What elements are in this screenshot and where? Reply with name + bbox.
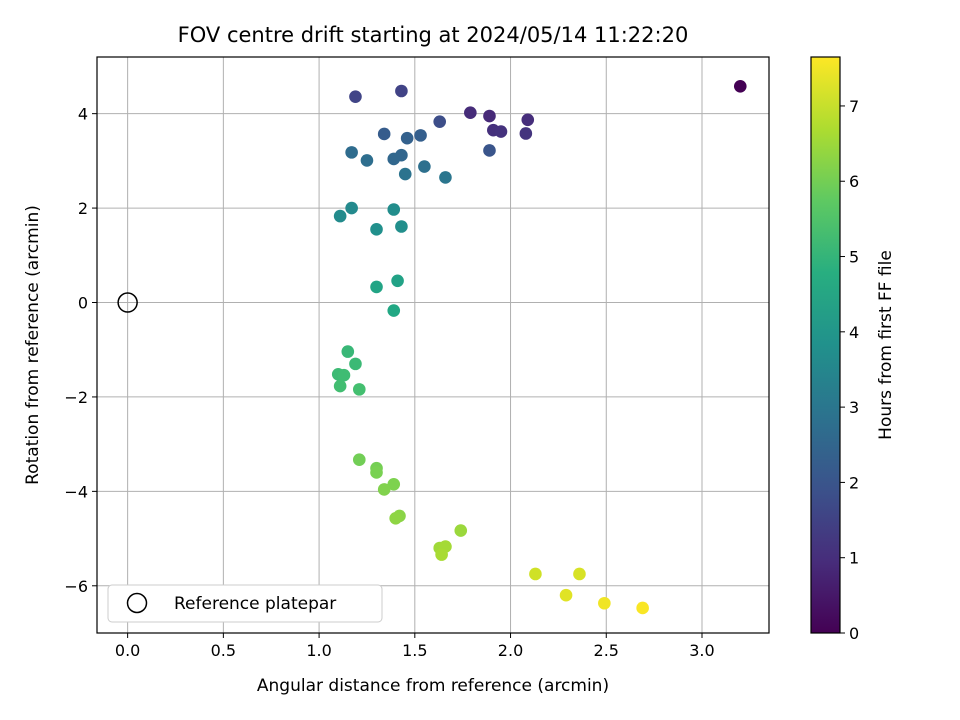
data-point (349, 90, 362, 103)
colorbar: 0 1 2 3 4 5 6 7 Hours from first FF file (810, 56, 896, 643)
data-point (521, 113, 535, 127)
reference-marker-icon (117, 292, 138, 313)
colorbar-gradient (811, 57, 840, 633)
data-point (370, 466, 383, 479)
y-axis-label: Rotation from reference (arcmin) (23, 205, 43, 485)
data-point (395, 84, 408, 98)
data-point (389, 511, 402, 525)
reference-marker-group (117, 292, 138, 313)
data-point (349, 357, 362, 371)
data-point (352, 383, 366, 396)
data-point (519, 127, 533, 140)
data-point (387, 304, 401, 317)
data-point (598, 596, 611, 610)
y-tick-label: −4 (64, 482, 88, 501)
data-point (333, 379, 347, 393)
legend: Reference platepar (107, 584, 383, 623)
x-tick-label: 1.0 (306, 641, 331, 660)
data-point (433, 115, 447, 128)
colorbar-tick-label: 4 (849, 323, 859, 342)
data-point (400, 131, 414, 145)
colorbar-tick-label: 1 (849, 549, 859, 568)
data-point (435, 548, 448, 561)
data-point (333, 209, 347, 223)
legend-label: Reference platepar (174, 594, 336, 614)
x-axis-label: Angular distance from reference (arcmin) (257, 676, 609, 696)
y-tick-label: −2 (64, 388, 88, 407)
chart-title: FOV centre drift starting at 2024/05/14 … (178, 23, 689, 47)
plot-frame (96, 56, 770, 634)
data-point (398, 167, 412, 181)
x-tick-label: 0.5 (211, 641, 236, 660)
x-tick-label: 3.0 (689, 641, 714, 660)
legend-box (107, 584, 383, 623)
data-point (414, 129, 427, 142)
colorbar-frame (810, 56, 841, 634)
data-point (345, 201, 358, 215)
y-tick-label: 2 (78, 199, 88, 218)
data-point (370, 223, 383, 236)
data-point (387, 203, 401, 216)
y-tick-label: −6 (64, 577, 88, 596)
data-point (494, 125, 508, 138)
x-tick-label: 2.5 (594, 641, 619, 660)
data-point (439, 171, 452, 184)
data-point (377, 483, 391, 496)
data-point (352, 453, 366, 467)
legend-marker-icon (126, 592, 148, 614)
data-point (377, 127, 391, 141)
data-point (733, 79, 747, 93)
colorbar-tick-label: 5 (849, 248, 859, 267)
y-tick-label: 0 (78, 294, 88, 313)
data-point (395, 220, 408, 233)
data-point (529, 567, 542, 581)
data-point (454, 524, 468, 537)
data-point (360, 154, 374, 167)
x-tick-label: 0.0 (115, 641, 140, 660)
data-point (418, 160, 431, 173)
colorbar-label: Hours from first FF file (876, 250, 896, 440)
data-point (391, 274, 404, 288)
data-point (559, 588, 573, 602)
x-axis-ticks: 0.0 0.5 1.0 1.5 2.0 2.5 3.0 (115, 633, 715, 660)
y-axis-ticks: −6 −4 −2 0 2 4 (64, 105, 97, 596)
data-point (483, 144, 496, 157)
data-point (573, 567, 586, 581)
x-tick-label: 2.0 (498, 641, 523, 660)
data-point (387, 152, 401, 166)
data-point (370, 280, 383, 294)
colorbar-ticks: 0 1 2 3 4 5 6 7 (840, 97, 859, 643)
colorbar-tick-label: 0 (849, 624, 859, 643)
data-point (636, 601, 649, 615)
data-point (464, 106, 477, 120)
data-point (337, 368, 351, 382)
data-point (483, 109, 496, 123)
data-point (345, 146, 358, 159)
data-point (341, 345, 355, 358)
x-tick-label: 1.5 (402, 641, 427, 660)
colorbar-tick-label: 6 (849, 172, 859, 191)
data-point (387, 477, 401, 491)
data-points (331, 79, 747, 615)
colorbar-tick-label: 7 (849, 97, 859, 116)
colorbar-tick-label: 2 (849, 473, 859, 492)
colorbar-tick-label: 3 (849, 398, 859, 417)
y-tick-label: 4 (78, 105, 88, 124)
